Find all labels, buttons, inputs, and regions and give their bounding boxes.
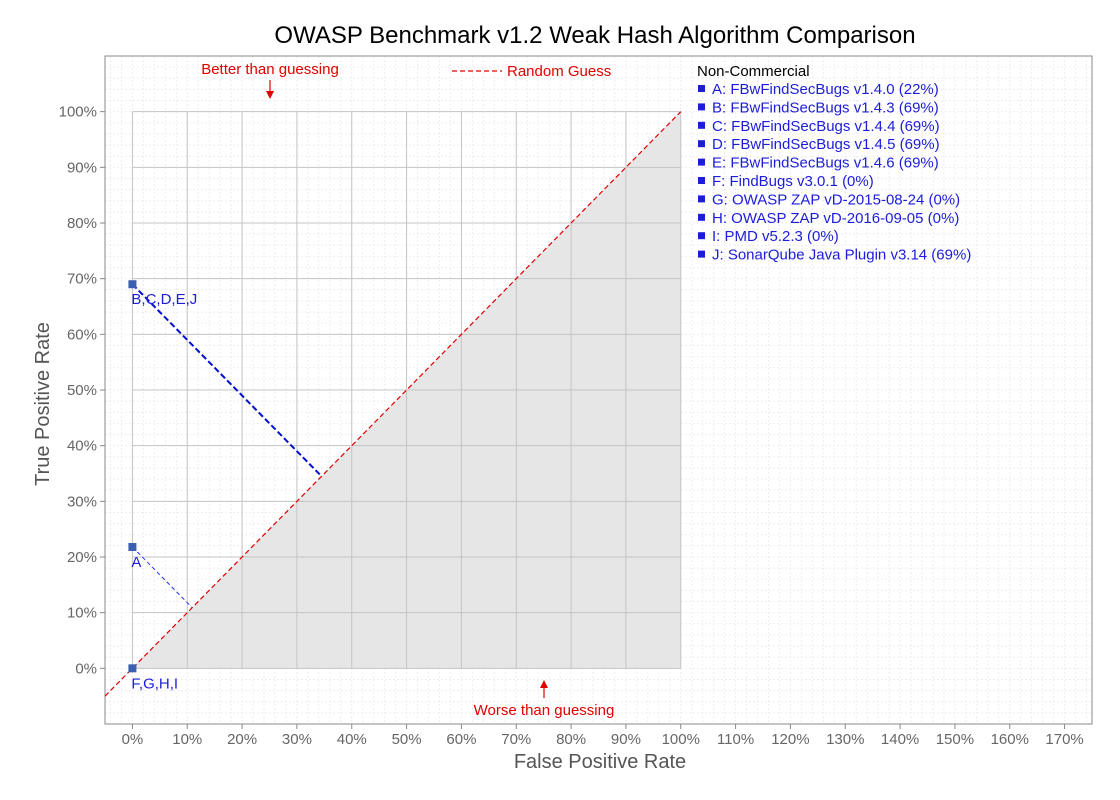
x-tick-label: 0% xyxy=(122,731,144,748)
legend-item: C: FBwFindSecBugs v1.4.4 (69%) xyxy=(712,118,940,135)
data-points: B,C,D,E,J A F,G,H,I xyxy=(128,280,197,692)
y-tick-label: 20% xyxy=(67,549,97,566)
x-tick-label: 60% xyxy=(446,731,476,748)
worse-annotation: Worse than guessing xyxy=(474,702,615,719)
chart-title: OWASP Benchmark v1.2 Weak Hash Algorithm… xyxy=(274,22,915,49)
legend-marker xyxy=(698,232,705,240)
x-tick-label: 20% xyxy=(227,731,257,748)
y-tick-label: 50% xyxy=(67,382,97,399)
y-tick-label: 70% xyxy=(67,271,97,288)
legend-items: A: FBwFindSecBugs v1.4.0 (22%)B: FBwFind… xyxy=(698,81,971,264)
y-tick-label: 100% xyxy=(59,104,97,121)
legend-item: I: PMD v5.2.3 (0%) xyxy=(712,228,839,245)
x-tick-label: 160% xyxy=(991,731,1029,748)
y-axis-ticks: 0% 10% 20% 30% 40% 50% 60% 70% 80% 90% 100% xyxy=(59,104,105,677)
legend-item: G: OWASP ZAP vD-2015-08-24 (0%) xyxy=(712,191,960,208)
reference-legend-label: Random Guess xyxy=(507,63,611,80)
x-tick-label: 150% xyxy=(936,731,974,748)
x-tick-label: 130% xyxy=(826,731,864,748)
y-tick-label: 60% xyxy=(67,326,97,343)
x-tick-label: 100% xyxy=(662,731,700,748)
x-tick-label: 30% xyxy=(282,731,312,748)
x-tick-label: 90% xyxy=(611,731,641,748)
data-point-label: F,G,H,I xyxy=(131,675,178,692)
y-tick-label: 40% xyxy=(67,438,97,455)
y-tick-label: 90% xyxy=(67,159,97,176)
x-tick-label: 40% xyxy=(337,731,367,748)
x-tick-label: 110% xyxy=(717,731,754,748)
legend-marker xyxy=(698,177,705,184)
major-grid xyxy=(131,111,682,669)
y-axis-label: True Positive Rate xyxy=(32,322,54,486)
x-tick-label: 140% xyxy=(881,731,919,748)
legend-item: F: FindBugs v3.0.1 (0%) xyxy=(712,173,874,190)
data-point-marker xyxy=(128,664,137,673)
legend-item: A: FBwFindSecBugs v1.4.0 (22%) xyxy=(712,81,939,98)
x-tick-label: 50% xyxy=(392,731,422,748)
legend-marker xyxy=(698,85,705,92)
legend-item: E: FBwFindSecBugs v1.4.6 (69%) xyxy=(712,155,939,172)
better-arrow-icon xyxy=(266,80,274,99)
x-tick-label: 70% xyxy=(501,731,531,748)
data-point-marker xyxy=(128,280,137,289)
legend-item: J: SonarQube Java Plugin v3.14 (69%) xyxy=(712,247,971,264)
legend-marker xyxy=(698,121,705,129)
legend-item: D: FBwFindSecBugs v1.4.5 (69%) xyxy=(712,136,940,153)
y-tick-label: 30% xyxy=(67,493,97,510)
legend-marker xyxy=(698,250,705,258)
legend-marker xyxy=(698,140,705,148)
x-tick-label: 170% xyxy=(1045,731,1083,748)
legend-item: H: OWASP ZAP vD-2016-09-05 (0%) xyxy=(712,210,959,227)
worse-region xyxy=(132,111,681,669)
x-tick-label: 10% xyxy=(172,731,202,748)
data-point-label: A xyxy=(131,554,141,571)
legend-marker xyxy=(698,213,705,221)
better-annotation: Better than guessing xyxy=(201,61,339,78)
point-projections xyxy=(131,283,323,609)
worse-arrow-icon xyxy=(540,680,548,698)
y-tick-label: 10% xyxy=(67,605,97,622)
reference-legend: Random Guess xyxy=(452,63,611,80)
x-tick-label: 120% xyxy=(771,731,809,748)
legend-heading: Non-Commercial xyxy=(697,63,810,80)
x-tick-label: 80% xyxy=(556,731,586,748)
data-point-marker xyxy=(128,542,137,551)
legend-marker xyxy=(698,158,705,166)
projection-line xyxy=(132,546,193,609)
legend-marker xyxy=(698,103,705,111)
y-tick-label: 80% xyxy=(67,215,97,232)
random-guess-line xyxy=(104,111,682,697)
legend-marker xyxy=(698,195,705,203)
y-tick-label: 0% xyxy=(75,660,97,677)
data-point-label: B,C,D,E,J xyxy=(131,291,197,308)
x-axis-label: False Positive Rate xyxy=(514,751,686,773)
legend: Non-Commercial A: FBwFindSecBugs v1.4.0 … xyxy=(697,63,971,264)
legend-item: B: FBwFindSecBugs v1.4.3 (69%) xyxy=(712,99,939,116)
x-axis-ticks: 0% 10% 20% 30% 40% 50% 60% 70% 80% 90% 100% 110% 120… xyxy=(122,724,1084,748)
